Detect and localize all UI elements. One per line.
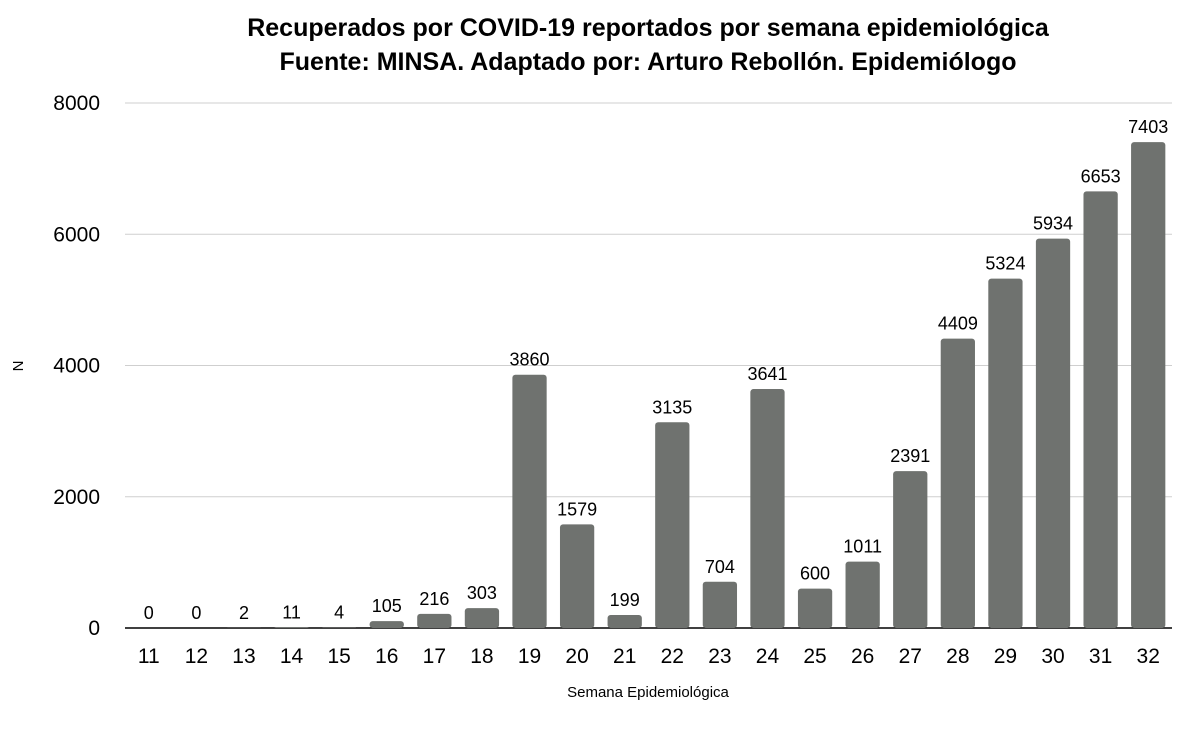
bar (797, 588, 833, 628)
x-tick-label: 32 (1137, 645, 1160, 668)
data-label: 0 (191, 603, 201, 623)
y-tick-label: 4000 (53, 355, 100, 378)
x-tick-label: 28 (946, 645, 969, 668)
x-axis-ticks: 11 12 13 14 15 16 17 18 19 20 21 22 23 24 25 26 27 28 29 30… (138, 645, 1160, 668)
bar (845, 561, 880, 628)
y-tick-label: 8000 (53, 92, 100, 115)
data-label: 2 (239, 603, 249, 623)
y-tick-label: 2000 (53, 486, 100, 509)
data-label: 3641 (747, 364, 787, 384)
bar (1131, 142, 1166, 628)
bar (893, 471, 928, 628)
bar (750, 389, 785, 628)
data-label: 4409 (938, 314, 978, 334)
data-label: 0 (144, 603, 154, 623)
data-label: 3860 (509, 350, 549, 370)
data-label: 4 (334, 603, 344, 623)
bar (988, 278, 1023, 628)
data-label: 11 (282, 602, 301, 622)
bar (607, 614, 642, 628)
data-label: 7403 (1128, 117, 1168, 137)
bar (655, 422, 690, 628)
chart-subtitle: Fuente: MINSA. Adaptado por: Arturo Rebo… (280, 48, 1017, 76)
x-tick-label: 20 (565, 645, 588, 668)
x-tick-label: 21 (613, 645, 636, 668)
x-tick-label: 17 (423, 645, 446, 668)
data-label: 199 (610, 590, 640, 610)
chart-title: Recuperados por COVID-19 reportados por … (247, 14, 1050, 42)
bar (464, 608, 500, 628)
data-label: 1579 (557, 499, 597, 519)
data-label: 600 (800, 564, 830, 584)
data-label: 3135 (652, 397, 692, 417)
x-tick-label: 14 (280, 645, 304, 668)
x-tick-label: 16 (375, 645, 398, 668)
data-label: 704 (705, 557, 735, 577)
x-tick-label: 26 (851, 645, 874, 668)
x-tick-label: 13 (232, 645, 255, 668)
x-tick-label: 24 (756, 645, 780, 668)
x-tick-label: 30 (1041, 645, 1064, 668)
x-axis-title: Semana Epidemiológica (567, 684, 729, 701)
x-tick-label: 22 (661, 645, 684, 668)
x-tick-label: 15 (327, 645, 350, 668)
bar (702, 581, 738, 628)
data-labels: 0 0 2 11 4 105 216 303 3860 1579 199 3135 704 3641 600… (144, 117, 1168, 623)
data-label: 1011 (843, 537, 882, 557)
data-label: 5934 (1033, 214, 1073, 234)
bar (559, 524, 595, 628)
data-label: 2391 (890, 446, 930, 466)
data-label: 5324 (985, 254, 1025, 274)
x-tick-label: 25 (803, 645, 826, 668)
data-label: 105 (372, 596, 402, 616)
bar (417, 613, 452, 628)
x-tick-label: 23 (708, 645, 731, 668)
data-label: 216 (419, 589, 449, 609)
bar (512, 374, 547, 628)
bars (226, 142, 1166, 629)
x-tick-label: 18 (470, 645, 493, 668)
y-axis-title: N (10, 361, 27, 372)
y-tick-label: 0 (88, 617, 100, 640)
x-tick-label: 27 (899, 645, 922, 668)
data-label: 303 (467, 583, 497, 603)
bar (940, 338, 975, 628)
x-tick-label: 12 (185, 645, 208, 668)
y-tick-label: 6000 (53, 223, 100, 246)
x-tick-label: 19 (518, 645, 541, 668)
bar (1083, 191, 1118, 628)
x-tick-label: 29 (994, 645, 1017, 668)
bar (369, 621, 404, 628)
x-tick-label: 11 (138, 645, 160, 668)
bar (274, 627, 309, 628)
bar (1035, 238, 1071, 629)
x-tick-label: 31 (1089, 645, 1112, 668)
y-axis-ticks: 0 2000 4000 6000 8000 (53, 92, 100, 640)
data-label: 6653 (1081, 166, 1121, 186)
